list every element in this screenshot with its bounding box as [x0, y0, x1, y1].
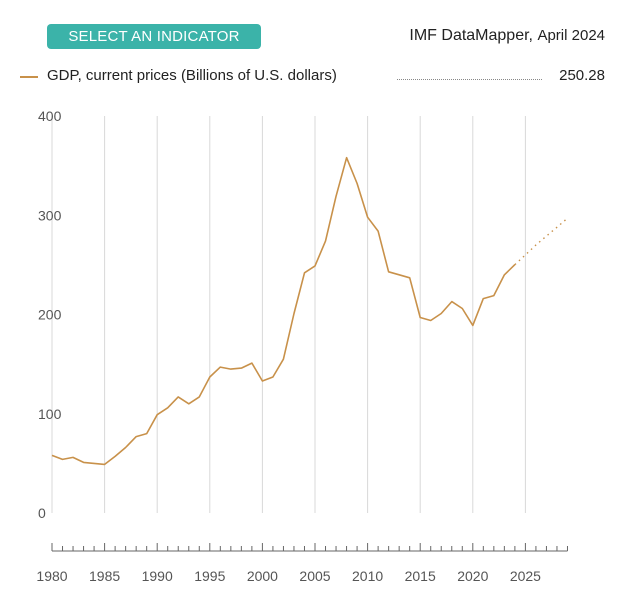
projection-point-2029 [567, 218, 568, 219]
data-point-1994 [199, 396, 200, 397]
projection-point-2028 [556, 227, 557, 228]
data-point-1983 [83, 462, 84, 463]
edition-date: April 2024 [537, 27, 605, 44]
series-line-gdp [51, 156, 516, 466]
data-point-1991 [167, 407, 168, 408]
data-point-1998 [241, 367, 242, 368]
projection-point-2024 [514, 264, 515, 265]
x-tick-label-2005: 2005 [299, 568, 330, 584]
x-tick-label-2020: 2020 [457, 568, 488, 584]
data-point-1982 [72, 457, 73, 458]
data-point-2020 [472, 325, 473, 326]
data-point-2023 [504, 274, 505, 275]
data-point-2007 [335, 196, 336, 197]
brand-name: IMF DataMapper, [409, 27, 533, 44]
data-point-1999 [251, 363, 252, 364]
data-point-1980 [51, 455, 52, 456]
projection-point-2027 [546, 235, 547, 236]
data-point-1993 [188, 403, 189, 404]
data-point-1984 [93, 463, 94, 464]
y-tick-label-0: 0 [38, 505, 46, 521]
data-point-1992 [178, 396, 179, 397]
y-tick-label-400: 400 [38, 108, 62, 124]
data-point-2005 [314, 265, 315, 266]
data-point-2004 [304, 272, 305, 273]
projection-line [514, 217, 568, 266]
data-point-2010 [367, 217, 368, 218]
data-point-2006 [325, 240, 326, 241]
data-point-2019 [462, 308, 463, 309]
data-point-2014 [409, 277, 410, 278]
x-tick-label-1995: 1995 [194, 568, 225, 584]
data-point-2011 [378, 231, 379, 232]
x-tick-label-2000: 2000 [247, 568, 278, 584]
data-point-2015 [420, 317, 421, 318]
y-tick-label-200: 200 [38, 307, 62, 323]
data-point-2022 [493, 295, 494, 296]
data-point-1986 [115, 456, 116, 457]
select-indicator-button[interactable]: SELECT AN INDICATOR [47, 24, 261, 49]
x-tick-label-1985: 1985 [89, 568, 120, 584]
data-point-2021 [483, 298, 484, 299]
x-tick-label-1990: 1990 [142, 568, 173, 584]
projection-point-2026 [535, 244, 536, 245]
data-point-2009 [356, 183, 357, 184]
y-tick-label-300: 300 [38, 207, 62, 223]
data-point-2017 [441, 313, 442, 314]
data-point-2018 [451, 301, 452, 302]
legend-label: GDP, current prices (Billions of U.S. do… [47, 67, 337, 84]
data-point-2003 [293, 313, 294, 314]
data-point-2001 [272, 376, 273, 377]
data-point-1997 [230, 368, 231, 369]
y-tick-label-100: 100 [38, 406, 62, 422]
data-point-2012 [388, 271, 389, 272]
data-point-1981 [62, 459, 63, 460]
data-point-2000 [262, 380, 263, 381]
x-tick-label-2015: 2015 [405, 568, 436, 584]
data-point-1995 [209, 376, 210, 377]
x-tick-label-2010: 2010 [352, 568, 383, 584]
data-point-1996 [220, 367, 221, 368]
data-point-2016 [430, 320, 431, 321]
data-point-1990 [157, 414, 158, 415]
brand-title: IMF DataMapper, April 2024 [409, 27, 605, 45]
legend-swatch [20, 76, 38, 78]
legend-leader-dots [397, 79, 542, 80]
legend-value: 250.28 [559, 67, 605, 84]
x-tick-label-1980: 1980 [36, 568, 67, 584]
x-tick-label-2025: 2025 [510, 568, 541, 584]
data-point-2008 [346, 157, 347, 158]
data-point-1989 [146, 433, 147, 434]
data-point-1985 [104, 464, 105, 465]
legend-row[interactable]: GDP, current prices (Billions of U.S. do… [20, 67, 605, 87]
data-point-2013 [399, 274, 400, 275]
data-point-1988 [136, 436, 137, 437]
data-point-2002 [283, 359, 284, 360]
projection-point-2025 [525, 254, 526, 255]
data-point-1987 [125, 447, 126, 448]
